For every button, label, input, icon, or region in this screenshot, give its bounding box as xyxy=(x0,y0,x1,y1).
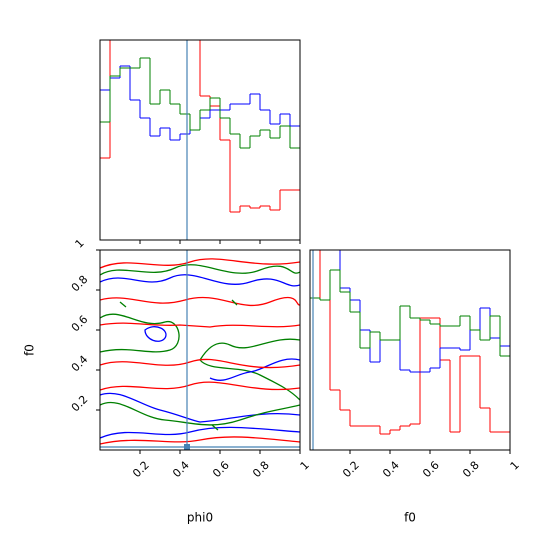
histogram xyxy=(100,40,300,240)
y-tick-label: 0.6 xyxy=(69,313,91,335)
contour-line xyxy=(209,358,300,381)
x-axis-label: f0 xyxy=(404,511,416,525)
contour-line xyxy=(119,299,238,431)
x-tick-label: 0.6 xyxy=(210,459,232,481)
x-tick-label: 0.4 xyxy=(170,459,192,481)
contour-line xyxy=(100,258,300,269)
contour-line xyxy=(100,436,300,445)
axes-frame xyxy=(99,39,301,241)
axes-frame xyxy=(309,249,511,451)
contour-line xyxy=(144,326,167,342)
contour-line xyxy=(100,313,180,353)
truth-point xyxy=(184,444,190,450)
contour-line xyxy=(100,401,300,426)
x-axis-label: phi0 xyxy=(187,511,213,525)
x-tick-label: 1 xyxy=(508,459,522,473)
contour-line xyxy=(100,426,300,439)
y-tick-label: 0.8 xyxy=(69,273,91,295)
contour-line xyxy=(100,381,300,391)
y-tick-label: 1 xyxy=(73,237,87,251)
x-tick-label: 1 xyxy=(298,459,312,473)
contour-line xyxy=(100,322,300,328)
contour-line xyxy=(100,264,300,276)
contour-line xyxy=(100,274,300,287)
x-tick-label: 0.8 xyxy=(460,459,482,481)
contour-line xyxy=(100,358,300,369)
x-tick-label: 0.2 xyxy=(340,459,362,481)
x-tick-label: 0.2 xyxy=(130,459,152,481)
contour-line xyxy=(199,338,300,401)
y-tick-label: 0.4 xyxy=(69,353,91,375)
y-axis-label: f0 xyxy=(23,344,37,356)
contours xyxy=(100,258,300,445)
x-tick-label: 0.4 xyxy=(380,459,402,481)
histogram xyxy=(310,250,510,450)
y-tick-label: 0.2 xyxy=(69,393,91,415)
axes-frame xyxy=(99,249,301,451)
contour-line xyxy=(100,296,300,307)
x-tick-label: 0.6 xyxy=(420,459,442,481)
contour-line xyxy=(100,392,300,423)
x-tick-label: 0.8 xyxy=(250,459,272,481)
